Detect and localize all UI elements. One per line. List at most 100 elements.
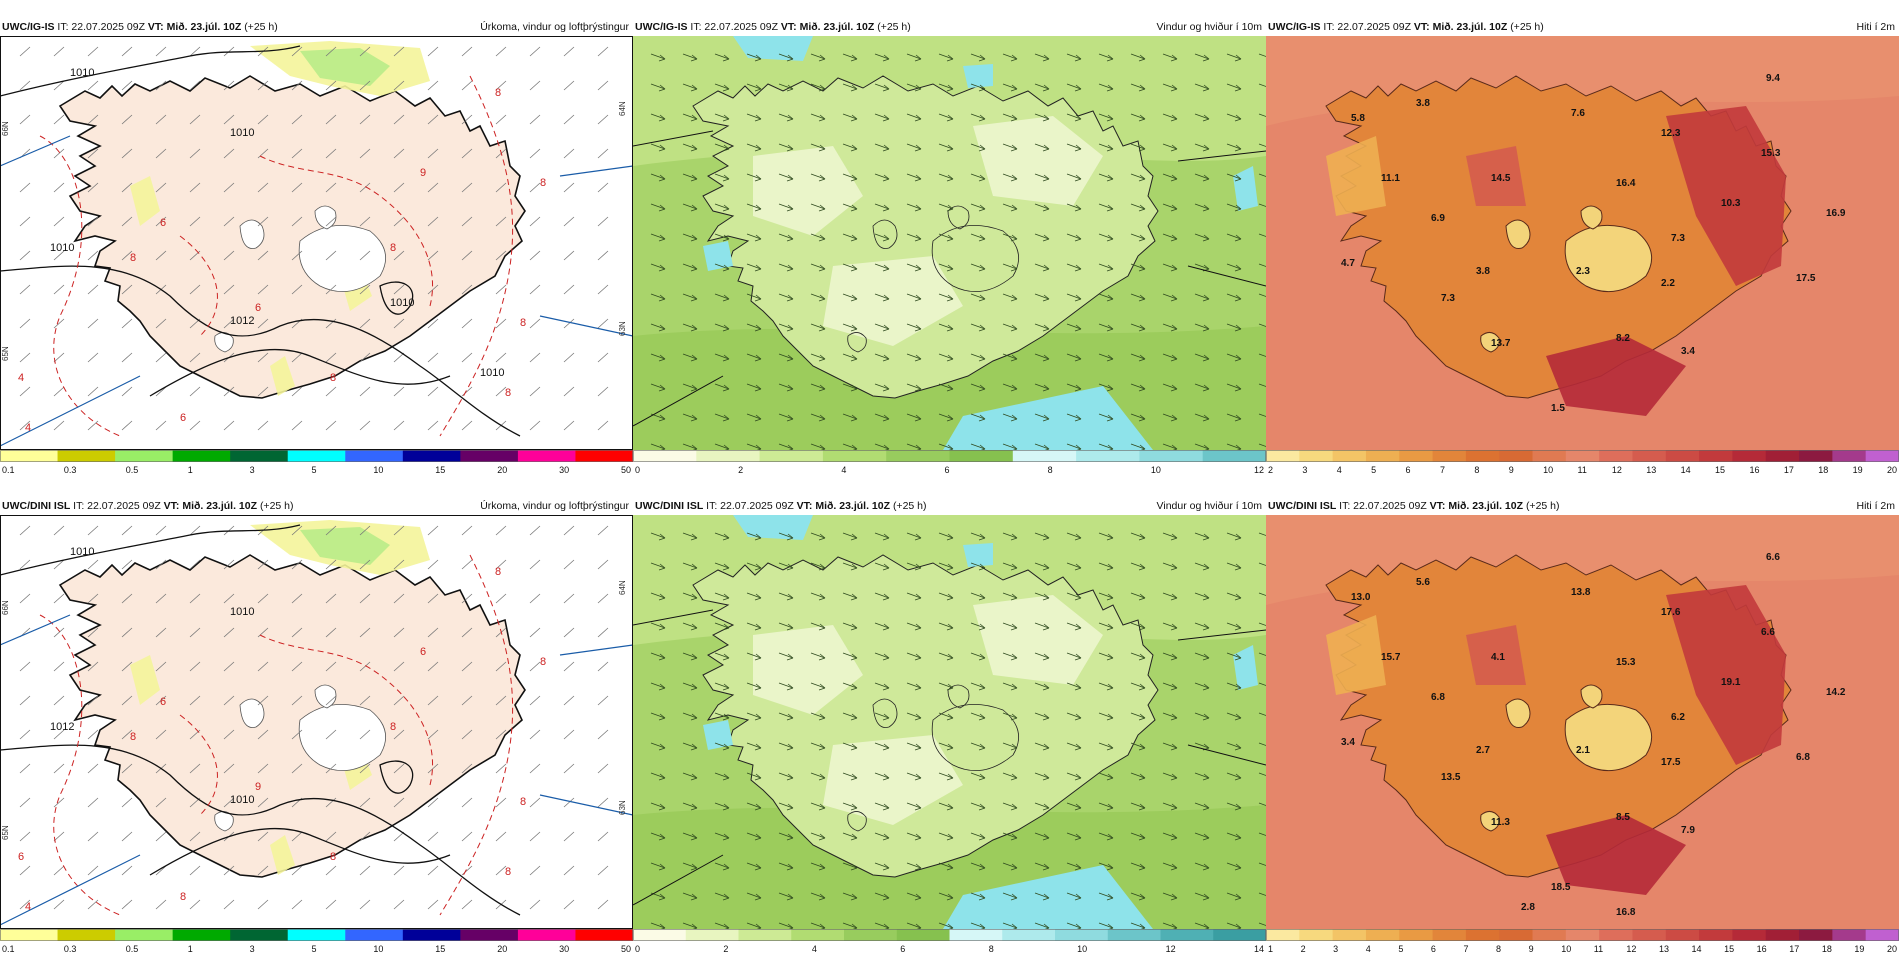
- wind-arrow-head: [1107, 923, 1114, 929]
- wind-arrow-head: [722, 893, 730, 901]
- wind-arrow: [874, 652, 890, 659]
- wind-barb: [529, 661, 541, 672]
- wind-arrow-head: [1042, 84, 1050, 92]
- wind-barb: [87, 695, 99, 706]
- wind-speed-area: [753, 146, 863, 236]
- wind-arrow-head: [722, 623, 730, 631]
- temperature-label: 8: [130, 731, 136, 743]
- wind-barb: [257, 559, 269, 570]
- temperature-value-label: 11.1: [1381, 173, 1400, 184]
- wind-barb: [291, 352, 303, 363]
- wind-arrow: [1034, 652, 1050, 659]
- temperature-label: 4: [18, 372, 24, 384]
- wind-arrow: [938, 862, 954, 869]
- wind-barb: [393, 627, 405, 638]
- wind-arrow-head: [1074, 84, 1082, 92]
- wind-arrow: [1258, 922, 1266, 926]
- wind-arrow-head: [914, 653, 922, 661]
- temperature-value-label: 13.8: [1571, 587, 1591, 598]
- wind-barb: [325, 593, 337, 604]
- wind-barb: [121, 182, 133, 193]
- wind-arrow: [1098, 862, 1114, 869]
- map-frame: [0, 515, 633, 929]
- wind-arrow: [1098, 802, 1114, 809]
- wind-arrow: [650, 562, 666, 569]
- wind-arrow: [1162, 562, 1178, 569]
- wind-arrow-head: [1170, 294, 1178, 302]
- wind-arrow-head: [722, 533, 730, 541]
- wind-arrow: [746, 233, 762, 240]
- wind-arrow-head: [658, 234, 666, 242]
- wind-arrow-head: [1106, 653, 1114, 661]
- temperature-value-label: 4.1: [1491, 652, 1505, 663]
- wind-arrow-head: [1010, 743, 1018, 751]
- colorbar-swatch: [696, 450, 761, 462]
- wind-barb: [597, 46, 609, 57]
- wind-barb: [53, 899, 65, 910]
- wind-arrow-head: [882, 653, 890, 661]
- glacier-cold-area: [1505, 219, 1531, 250]
- wind-arrow-head: [1074, 773, 1082, 781]
- wind-barb: [87, 182, 99, 193]
- temperature-label: 4: [25, 901, 31, 913]
- wind-arrow-head: [1170, 533, 1178, 541]
- wind-arrow-head: [946, 294, 954, 302]
- wind-barb: [427, 899, 439, 910]
- wind-barb: [563, 559, 575, 570]
- colorbar-tick-label: 0.3: [64, 944, 77, 954]
- wind-arrow: [810, 862, 826, 869]
- wind-arrow-head: [914, 803, 922, 811]
- colorbar-swatch: [1765, 929, 1800, 941]
- wind-arrow: [842, 802, 858, 809]
- wind-arrow-head: [946, 84, 954, 92]
- wind-arrow-head: [690, 743, 698, 751]
- wind-arrow-head: [1170, 264, 1178, 272]
- wind-arrow: [810, 293, 826, 300]
- wind-arrow-head: [1042, 294, 1050, 302]
- wind-arrow: [1098, 83, 1114, 90]
- wind-barb: [393, 865, 405, 876]
- colorbar-swatch: [1002, 929, 1056, 941]
- wind-arrow: [1098, 353, 1114, 360]
- wind-arrow-head: [658, 204, 666, 212]
- wind-barb: [427, 797, 439, 808]
- colorbar-tick-label: 17: [1789, 944, 1799, 954]
- wind-arrow: [1066, 592, 1082, 599]
- wind-arrow: [1162, 802, 1178, 809]
- wind-arrow-head: [978, 144, 986, 152]
- wind-barb: [291, 386, 303, 397]
- wind-arrow-head: [690, 414, 698, 422]
- wind-arrow-head: [1234, 533, 1242, 541]
- precip-area: [300, 48, 390, 86]
- wind-barb: [359, 284, 371, 295]
- wind-barb: [393, 80, 405, 91]
- wind-barb: [427, 627, 439, 638]
- wind-arrow: [682, 622, 698, 629]
- wind-arrow: [938, 742, 954, 749]
- wind-arrow-head: [722, 773, 730, 781]
- wind-arrow: [650, 143, 666, 150]
- wind-arrow-head: [1042, 743, 1050, 751]
- wind-arrow-head: [755, 923, 762, 929]
- colorbar-swatch: [1399, 929, 1434, 941]
- wind-arrow-head: [1170, 234, 1178, 242]
- wind-barb: [495, 661, 507, 672]
- wind-arrow-head: [786, 144, 794, 152]
- wind-barb: [495, 729, 507, 740]
- wind-barb: [325, 148, 337, 159]
- temperature-area: [1546, 336, 1686, 416]
- wind-arrow: [970, 323, 986, 330]
- wind-arrow: [1066, 922, 1082, 929]
- wind-arrow: [1130, 443, 1146, 450]
- temperature-label: 8: [390, 721, 396, 733]
- wind-arrow: [650, 652, 666, 659]
- wind-barb: [461, 46, 473, 57]
- wind-arrow-head: [1170, 863, 1178, 871]
- wind-arrow: [778, 742, 794, 749]
- wind-barb: [257, 729, 269, 740]
- wind-arrow-head: [946, 234, 954, 242]
- wind-barb: [393, 525, 405, 536]
- model-source: UWC/DINI ISL: [635, 500, 704, 512]
- wind-arrow-head: [1234, 803, 1242, 811]
- wind-barb: [53, 525, 65, 536]
